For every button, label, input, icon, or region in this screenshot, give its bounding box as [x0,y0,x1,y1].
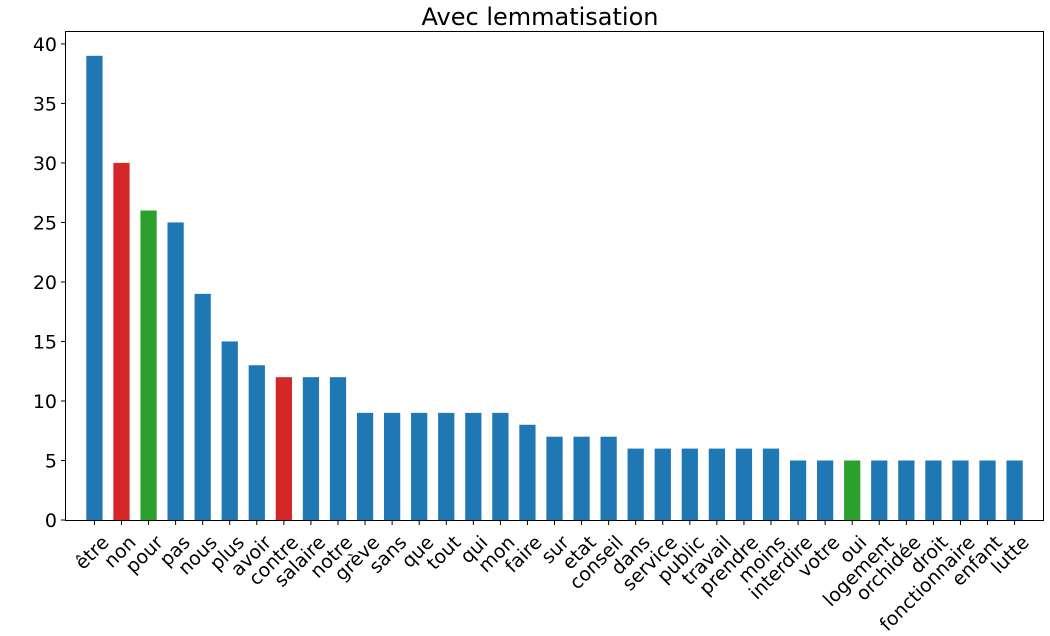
bar-que [411,412,428,520]
bar-logement [871,460,888,520]
bar-grève [356,412,374,520]
bar-etat [573,436,590,520]
bar-mon [492,412,509,520]
bar-tout [438,412,455,520]
bar-enfant [979,460,996,520]
bar-interdire [789,460,807,520]
bar-dans [627,448,644,520]
bar-contre [275,377,292,520]
bar-droit [925,460,942,520]
bar-notre [329,377,347,520]
y-tick-label-25: 25 [33,212,57,234]
y-tick-label-5: 5 [45,450,57,472]
bar-service [654,448,671,520]
plot-area-frame [65,31,1044,521]
bar-orchidée [898,460,915,520]
bar-lutte [1006,460,1023,520]
bar-qui [465,412,482,520]
y-tick-label-40: 40 [33,34,57,56]
bar-oui [844,460,861,520]
bar-sur [546,436,563,520]
bar-conseil [600,436,617,520]
bar-votre [817,460,834,520]
bar-non [113,162,130,521]
bar-nous [194,293,211,520]
bar-plus [221,341,238,520]
x-axis: êtrenonpourpasnousplusavoircontresalaire… [71,520,1034,636]
bar-sans [383,412,401,520]
bar-public [681,448,698,520]
bar-fonctionnaire [952,460,969,520]
y-axis: 0 5 10 15 20 25 30 35 40 [33,34,66,532]
bar-prendre [735,448,753,520]
y-tick-label-15: 15 [33,331,57,353]
bars [86,55,1023,521]
chart-title: Avec lemmatisation [422,3,659,31]
bar-pas [167,222,184,520]
bar-travail [708,448,726,520]
bar-pour [140,210,157,520]
y-tick-label-20: 20 [33,272,57,294]
y-tick-label-30: 30 [33,153,57,175]
bar-salaire [302,377,320,520]
y-tick-label-10: 10 [33,391,57,413]
y-tick-label-0: 0 [45,510,57,532]
bar-être [86,55,103,521]
bar-moins [762,448,780,520]
y-tick-label-35: 35 [33,93,57,115]
bar-faire [519,424,536,520]
bar-avoir [248,365,265,520]
